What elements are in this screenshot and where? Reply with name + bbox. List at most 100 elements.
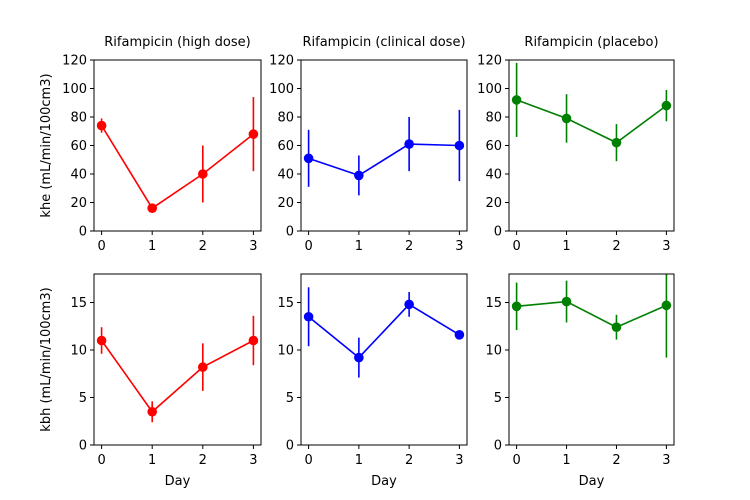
x-tick-label: 2	[199, 453, 207, 468]
chart-panel-2: 0 1 2 3 0 20 40 60 80 100 120 Rifampicin (clinical …	[269, 35, 468, 254]
series-line	[516, 99, 667, 144]
x-tick-label: 3	[249, 453, 257, 468]
data-point	[511, 95, 522, 105]
chart-title: Rifampicin (placebo)	[524, 35, 658, 50]
chart-panel-3: 0 1 2 3 0 20 40 60 80 100 120 Rifampicin (placebo)	[477, 35, 675, 254]
y-tick-label: 40	[485, 168, 502, 183]
x-tick-label: 3	[249, 239, 257, 254]
y-tick-label: 15	[277, 296, 294, 311]
x-tick-label: 2	[612, 239, 620, 254]
x-axis-label: Day	[165, 474, 191, 489]
chart-panel-6: 0 1 2 3 0 5 10 15 Day	[485, 273, 675, 489]
data-point	[661, 100, 672, 111]
y-axis-label: kbh (mL/min/100cm3)	[39, 287, 54, 431]
y-tick-label: 120	[477, 54, 502, 69]
x-tick-label: 0	[304, 239, 312, 254]
x-tick-label: 3	[455, 239, 463, 254]
chart-panel-1: 0 1 2 3 0 20 40 60 80 100 120 Rifampicin (high dose…	[39, 35, 262, 254]
data-point	[198, 362, 208, 372]
y-tick-label: 0	[494, 225, 502, 240]
x-tick-label: 3	[662, 453, 670, 468]
data-point	[96, 335, 107, 346]
y-tick-label: 100	[269, 82, 294, 97]
data-point	[611, 322, 622, 333]
y-tick-label: 15	[70, 296, 87, 311]
y-tick-label: 120	[269, 54, 294, 69]
y-tick-label: 10	[485, 344, 502, 359]
data-point	[248, 335, 259, 346]
data-point	[561, 113, 572, 124]
y-tick-label: 60	[485, 139, 502, 154]
data-point	[661, 300, 672, 311]
y-tick-label: 0	[494, 439, 502, 454]
x-tick-label: 1	[148, 453, 156, 468]
plot-frame	[93, 273, 262, 446]
y-axis-label: khe (mL/min/100cm3)	[39, 73, 54, 217]
x-tick-label: 1	[355, 453, 363, 468]
y-tick-label: 0	[79, 439, 87, 454]
x-tick-label: 2	[405, 239, 413, 254]
plot-frame	[508, 273, 675, 446]
series-line	[308, 143, 460, 177]
x-tick-label: 1	[562, 239, 570, 254]
y-tick-label: 80	[277, 111, 294, 126]
data-point	[354, 352, 364, 363]
data-point	[248, 129, 259, 139]
x-tick-label: 2	[612, 453, 620, 468]
y-tick-label: 100	[477, 82, 502, 97]
x-axis-label: Day	[371, 474, 397, 489]
chart-title: Rifampicin (clinical dose)	[302, 35, 465, 50]
plot-frame	[300, 273, 468, 446]
data-point	[561, 296, 572, 307]
y-tick-label: 0	[286, 225, 294, 240]
y-tick-label: 5	[79, 391, 87, 406]
x-tick-label: 0	[304, 453, 312, 468]
data-point	[511, 301, 522, 312]
x-tick-label: 3	[662, 239, 670, 254]
x-tick-label: 1	[148, 239, 156, 254]
y-tick-label: 20	[277, 196, 294, 211]
y-tick-label: 100	[62, 82, 87, 97]
x-tick-label: 2	[405, 453, 413, 468]
series-line	[516, 300, 667, 329]
y-tick-label: 10	[277, 344, 294, 359]
data-point	[404, 299, 414, 310]
y-tick-label: 15	[485, 296, 502, 311]
y-tick-label: 60	[277, 139, 294, 154]
series-line	[100, 339, 254, 413]
y-tick-label: 40	[70, 168, 87, 183]
chart-panel-5: 0 1 2 3 0 5 10 15 Day	[277, 273, 468, 489]
x-tick-label: 3	[455, 453, 463, 468]
data-point	[454, 140, 465, 151]
x-tick-label: 1	[562, 453, 570, 468]
y-tick-label: 20	[485, 196, 502, 211]
x-tick-label: 0	[512, 239, 520, 254]
y-tick-label: 0	[286, 439, 294, 454]
x-tick-label: 2	[199, 239, 207, 254]
plot-frame	[508, 59, 675, 232]
x-tick-label: 0	[512, 453, 520, 468]
y-tick-label: 40	[277, 168, 294, 183]
x-tick-label: 0	[97, 239, 105, 254]
data-point	[303, 311, 314, 322]
y-tick-label: 5	[286, 391, 294, 406]
data-point	[454, 330, 465, 340]
data-point	[198, 169, 208, 179]
plot-frame	[93, 59, 262, 232]
y-tick-label: 20	[70, 196, 87, 211]
data-point	[611, 137, 622, 148]
y-tick-label: 5	[494, 391, 502, 406]
y-tick-label: 10	[70, 344, 87, 359]
data-point	[404, 139, 414, 149]
x-tick-label: 1	[355, 239, 363, 254]
data-point	[303, 153, 314, 164]
y-tick-label: 80	[485, 111, 502, 126]
y-tick-label: 120	[62, 54, 87, 69]
y-tick-label: 60	[70, 139, 87, 154]
series-line	[100, 125, 254, 210]
y-tick-label: 0	[79, 225, 87, 240]
chart-panel-4: 0 1 2 3 0 5 10 15 Day kbh (mL/min/100cm3)	[39, 273, 262, 489]
x-tick-label: 0	[97, 453, 105, 468]
series-line	[308, 303, 460, 359]
